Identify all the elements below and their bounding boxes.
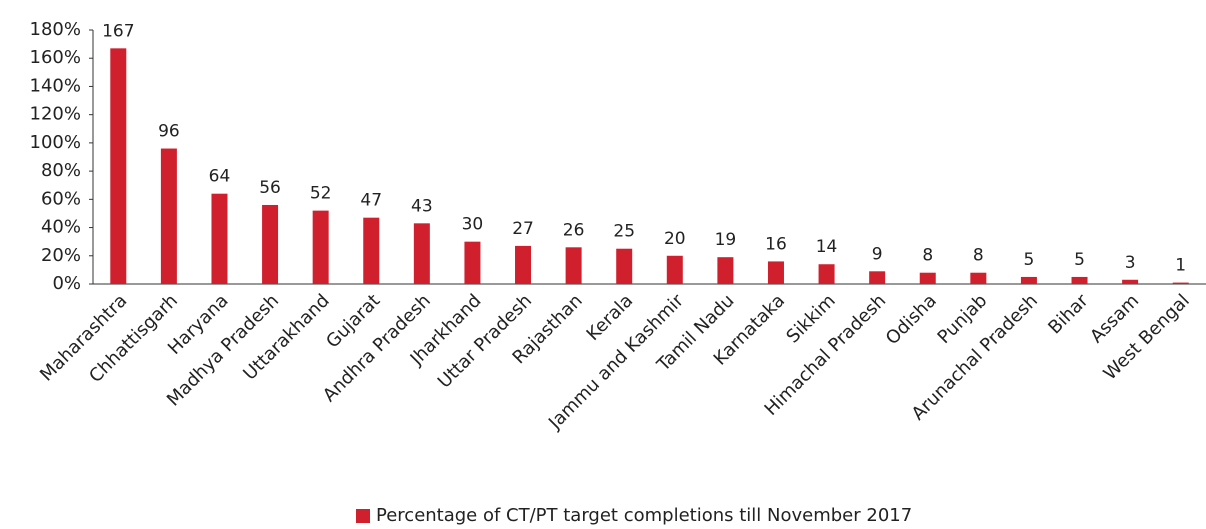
legend-label: Percentage of CT/PT target completions t…: [376, 505, 912, 526]
data-label: 5: [1074, 250, 1085, 270]
legend-swatch: [356, 509, 370, 523]
data-label: 5: [1024, 250, 1035, 270]
bar: [515, 245, 532, 284]
data-label: 56: [259, 178, 281, 198]
bar: [160, 148, 177, 284]
bar: [767, 261, 784, 284]
bar: [464, 241, 481, 284]
y-tick-label: 120%: [30, 104, 81, 125]
data-label: 64: [209, 167, 231, 187]
x-tick-label: Chhattisgarh: [85, 290, 182, 387]
data-label: 27: [512, 219, 534, 239]
bar: [869, 271, 886, 284]
bar: [666, 255, 683, 284]
data-label: 26: [563, 220, 585, 240]
y-tick-label: 80%: [41, 160, 81, 181]
x-tick-label: Maharashtra: [36, 290, 131, 385]
bar: [717, 257, 734, 284]
data-label: 16: [765, 234, 787, 254]
bar: [616, 248, 633, 284]
x-tick-label: Bihar: [1044, 290, 1093, 339]
bar: [1020, 276, 1037, 284]
bar: [312, 210, 329, 284]
data-label: 8: [922, 246, 933, 266]
y-tick-label: 140%: [30, 75, 81, 96]
y-tick-label: 0%: [52, 273, 81, 294]
data-label: 9: [872, 244, 883, 264]
bar: [970, 272, 987, 284]
y-tick-label: 40%: [41, 217, 81, 238]
y-tick-label: 60%: [41, 188, 81, 209]
data-label: 3: [1125, 253, 1136, 273]
y-tick-label: 20%: [41, 245, 81, 266]
bar: [565, 247, 582, 284]
data-label: 43: [411, 196, 433, 216]
bar: [919, 272, 936, 284]
bar: [1122, 279, 1139, 284]
data-label: 96: [158, 122, 180, 142]
x-tick-label: Odisha: [882, 290, 941, 349]
bar: [211, 193, 228, 284]
data-label: 25: [613, 222, 635, 242]
data-label: 167: [102, 21, 134, 41]
data-label: 1: [1175, 256, 1186, 276]
data-label: 30: [462, 215, 484, 235]
data-label: 8: [973, 246, 984, 266]
bar: [1172, 282, 1189, 284]
data-label: 47: [360, 191, 382, 211]
data-label: 52: [310, 184, 332, 204]
bar: [413, 223, 430, 284]
y-tick-label: 100%: [30, 132, 81, 153]
data-label: 20: [664, 229, 686, 249]
bar: [1071, 276, 1088, 284]
y-tick-label: 160%: [30, 47, 81, 68]
data-label: 14: [816, 237, 838, 257]
y-tick-label: 180%: [30, 19, 81, 40]
bar: [110, 48, 127, 284]
bar: [363, 217, 380, 284]
data-label: 19: [715, 230, 737, 250]
bar: [818, 264, 835, 284]
bar: [262, 204, 279, 284]
